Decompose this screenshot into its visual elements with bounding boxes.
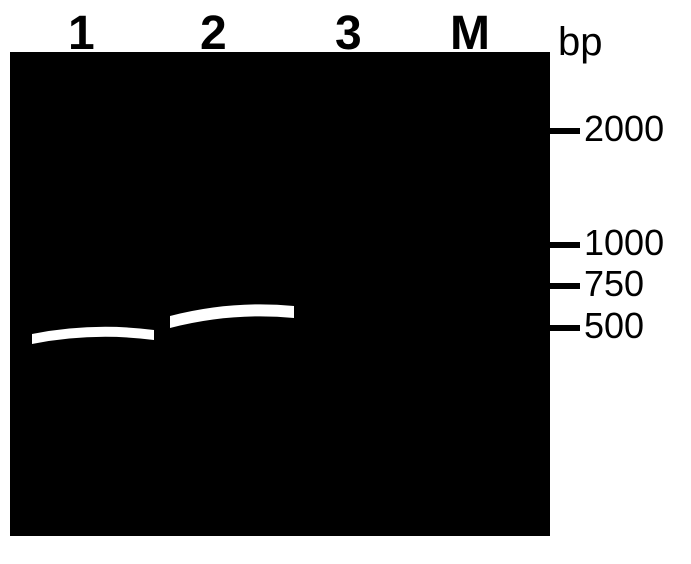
gel-figure: 1 2 3 M bp 2000 1000 750 500 — [0, 0, 691, 564]
marker-tick-1000 — [550, 242, 580, 248]
band-lane-2 — [168, 296, 296, 330]
band-lane-1 — [30, 318, 156, 350]
unit-label: bp — [558, 20, 603, 65]
marker-label-2000: 2000 — [584, 108, 664, 150]
gel-box — [10, 52, 550, 536]
marker-label-500: 500 — [584, 305, 644, 347]
marker-tick-750 — [550, 283, 580, 289]
marker-label-750: 750 — [584, 263, 644, 305]
marker-tick-2000 — [550, 128, 580, 134]
marker-tick-500 — [550, 325, 580, 331]
marker-label-1000: 1000 — [584, 222, 664, 264]
